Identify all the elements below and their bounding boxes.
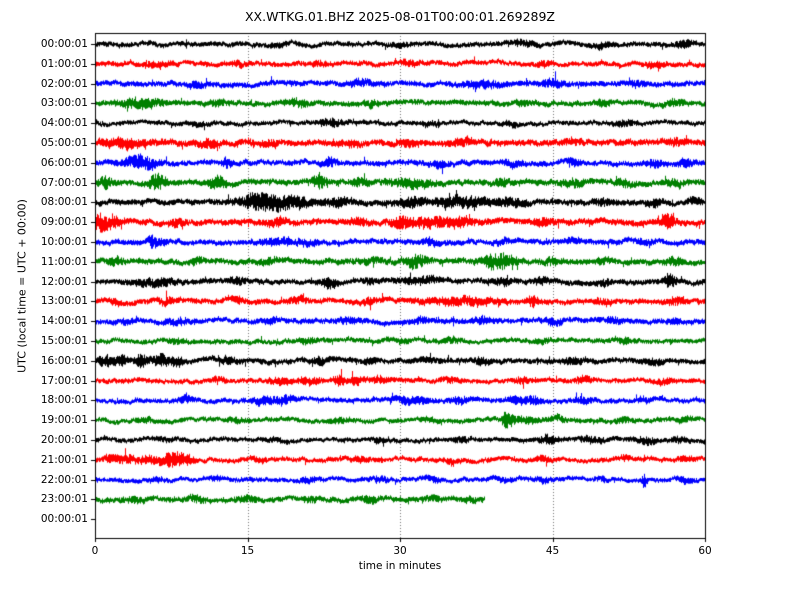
x-axis-label: time in minutes bbox=[358, 560, 442, 572]
y-tick-label: 00:00:01 bbox=[40, 513, 88, 526]
y-tick-label: 18:00:01 bbox=[40, 394, 88, 407]
x-tick-label: 15 bbox=[240, 545, 255, 557]
y-tick-label: 21:00:01 bbox=[40, 453, 88, 466]
y-tick-label: 09:00:01 bbox=[40, 216, 88, 229]
y-tick-label: 03:00:01 bbox=[40, 97, 88, 110]
y-tick-label: 16:00:01 bbox=[40, 354, 88, 367]
y-tick-label: 02:00:01 bbox=[40, 77, 88, 90]
y-tick-label: 01:00:01 bbox=[40, 57, 88, 70]
y-tick-label: 07:00:01 bbox=[40, 176, 88, 189]
y-tick-label: 04:00:01 bbox=[40, 117, 88, 130]
y-tick-label: 05:00:01 bbox=[40, 137, 88, 149]
y-tick-label: 08:00:01 bbox=[40, 196, 88, 209]
y-tick-label: 17:00:01 bbox=[40, 374, 88, 387]
x-tick-label: 45 bbox=[545, 545, 560, 557]
y-tick-label: 15:00:01 bbox=[40, 335, 88, 347]
y-tick-label: 11:00:01 bbox=[40, 255, 88, 268]
y-tick-label: 12:00:01 bbox=[40, 275, 88, 288]
y-tick-label: 14:00:01 bbox=[40, 315, 88, 328]
y-tick-label: 10:00:01 bbox=[40, 236, 88, 248]
x-tick-label: 30 bbox=[393, 545, 407, 557]
y-tick-label: 22:00:01 bbox=[40, 473, 88, 486]
y-tick-label: 00:00:01 bbox=[40, 38, 88, 50]
x-tick-label: 0 bbox=[91, 545, 99, 557]
y-tick-label: 19:00:01 bbox=[40, 414, 88, 427]
y-tick-label: 06:00:01 bbox=[40, 156, 88, 169]
y-tick-label: 13:00:01 bbox=[40, 295, 88, 308]
x-tick-label: 60 bbox=[698, 545, 712, 557]
chart-title: XX.WTKG.01.BHZ 2025-08-01T00:00:01.26928… bbox=[244, 9, 556, 24]
y-tick-label: 20:00:01 bbox=[40, 434, 88, 446]
y-tick-label: 23:00:01 bbox=[40, 493, 88, 506]
